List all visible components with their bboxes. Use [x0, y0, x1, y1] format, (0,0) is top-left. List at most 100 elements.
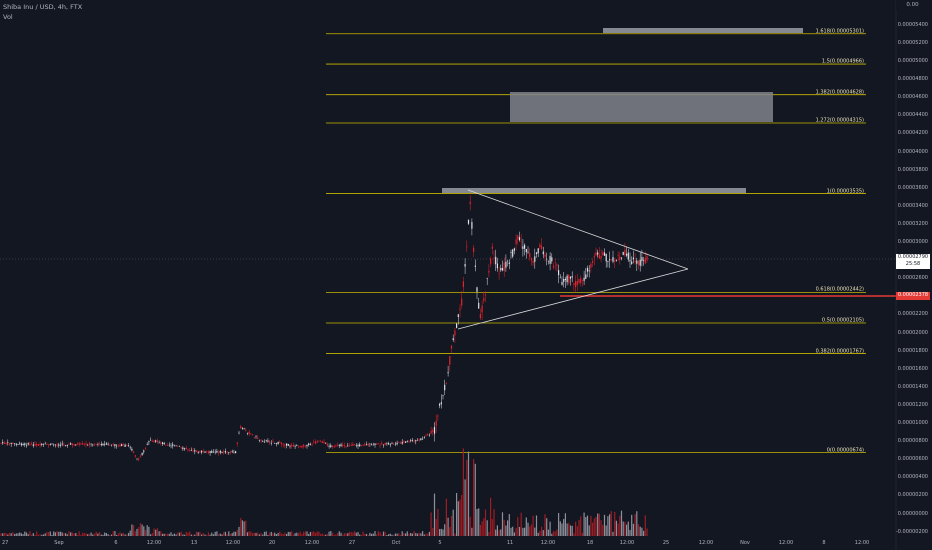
- volume-bar: [408, 533, 410, 536]
- volume-bar: [372, 533, 374, 536]
- candle-body: [501, 268, 504, 271]
- candle-body: [422, 438, 424, 440]
- candle-body: [326, 443, 328, 446]
- volume-bar: [558, 513, 560, 536]
- volume-bar: [357, 532, 359, 536]
- candle-body: [449, 356, 451, 365]
- volume-bar: [221, 534, 223, 536]
- volume-bar: [250, 531, 252, 536]
- candle-body: [564, 278, 566, 281]
- candle-body: [216, 450, 218, 453]
- zone-1618[interactable]: [603, 28, 803, 33]
- candle-body: [194, 450, 196, 452]
- volume-bar: [496, 525, 498, 536]
- zone-1[interactable]: [442, 188, 746, 193]
- volume-bar: [593, 518, 595, 536]
- volume-bar: [643, 530, 645, 536]
- time-tick-label: 27: [2, 540, 9, 546]
- volume-indicator-label[interactable]: Vol: [3, 13, 13, 21]
- volume-bar: [466, 459, 468, 536]
- candle-body: [486, 278, 488, 279]
- candle-body: [580, 277, 582, 284]
- candle-body: [377, 443, 379, 445]
- candle-body: [71, 443, 73, 446]
- volume-bar: [556, 529, 558, 536]
- candle-body: [314, 441, 317, 444]
- fibonacci-extension-levels[interactable]: [326, 33, 866, 453]
- candle-body: [447, 372, 449, 374]
- candle-body: [41, 443, 43, 445]
- candle-body: [134, 455, 136, 457]
- volume-bar: [71, 532, 73, 536]
- candle-body: [539, 244, 541, 248]
- volume-bar: [405, 533, 407, 536]
- candle-body: [316, 441, 318, 443]
- candle-body: [252, 434, 254, 436]
- volume-bar: [100, 534, 102, 536]
- candle-body: [629, 260, 631, 262]
- zone-1382-1272[interactable]: [510, 92, 773, 122]
- candle-body: [631, 261, 633, 265]
- time-tick-label: Sep: [54, 540, 64, 546]
- price-tick-label: 0.00000600: [897, 456, 928, 463]
- volume-bar: [44, 533, 46, 536]
- volume-bar: [415, 533, 417, 536]
- candle-body: [143, 450, 145, 452]
- volume-bar: [280, 533, 283, 536]
- candle-body: [423, 437, 425, 438]
- candle-body: [291, 444, 293, 447]
- candle-body: [471, 222, 473, 229]
- candle-body: [269, 441, 271, 443]
- candle-body: [138, 458, 140, 460]
- volume-bar: [430, 512, 432, 536]
- candle-body: [117, 444, 119, 446]
- candle-body: [513, 248, 515, 251]
- candle-body: [546, 258, 548, 260]
- volume-bar: [439, 529, 441, 536]
- volume-bar: [522, 527, 524, 536]
- volume-bar: [260, 533, 262, 536]
- volume-bar: [490, 497, 492, 536]
- volume-bar: [34, 534, 36, 536]
- candle-body: [63, 444, 65, 446]
- volume-bar: [216, 531, 218, 536]
- candle-body: [646, 256, 648, 261]
- price-zones[interactable]: [442, 28, 803, 193]
- volume-bar: [282, 533, 284, 536]
- volume-bar: [422, 531, 424, 536]
- candle-body: [386, 442, 388, 444]
- candle-body: [581, 280, 583, 282]
- volume-bar: [600, 520, 602, 536]
- candle-body: [153, 440, 155, 443]
- candle-body: [54, 444, 56, 446]
- candle-body: [491, 246, 493, 249]
- candle-body: [206, 451, 208, 452]
- volume-bar: [410, 532, 412, 536]
- candle-body: [51, 443, 53, 445]
- candle-body: [144, 448, 147, 449]
- volume-bar: [59, 531, 62, 536]
- volume-bar: [53, 531, 55, 536]
- volume-bar: [90, 532, 92, 536]
- candle-body: [321, 441, 323, 444]
- candle-body: [243, 428, 245, 430]
- volume-bar: [479, 525, 481, 536]
- volume-bar: [238, 526, 240, 536]
- fib-level-label: 0(0.00000674): [826, 446, 864, 453]
- volume-bar: [561, 523, 563, 536]
- alert-price-badge[interactable]: 0.00002378: [896, 292, 930, 300]
- candle-body: [525, 249, 527, 253]
- price-tick-label: 0.00004200: [897, 130, 928, 137]
- candle-body: [627, 252, 629, 260]
- candle-body: [318, 440, 320, 442]
- candle-body: [121, 444, 123, 446]
- volume-bar: [348, 531, 351, 536]
- symmetrical-triangle[interactable]: [457, 189, 689, 330]
- volume-bar: [151, 533, 153, 536]
- candle-body: [566, 275, 568, 283]
- symbol-title[interactable]: Shiba Inu / USD, 4h, FTX: [3, 3, 83, 11]
- volume-bar: [51, 534, 53, 536]
- candle-body: [537, 248, 539, 254]
- volume-bar: [46, 531, 48, 536]
